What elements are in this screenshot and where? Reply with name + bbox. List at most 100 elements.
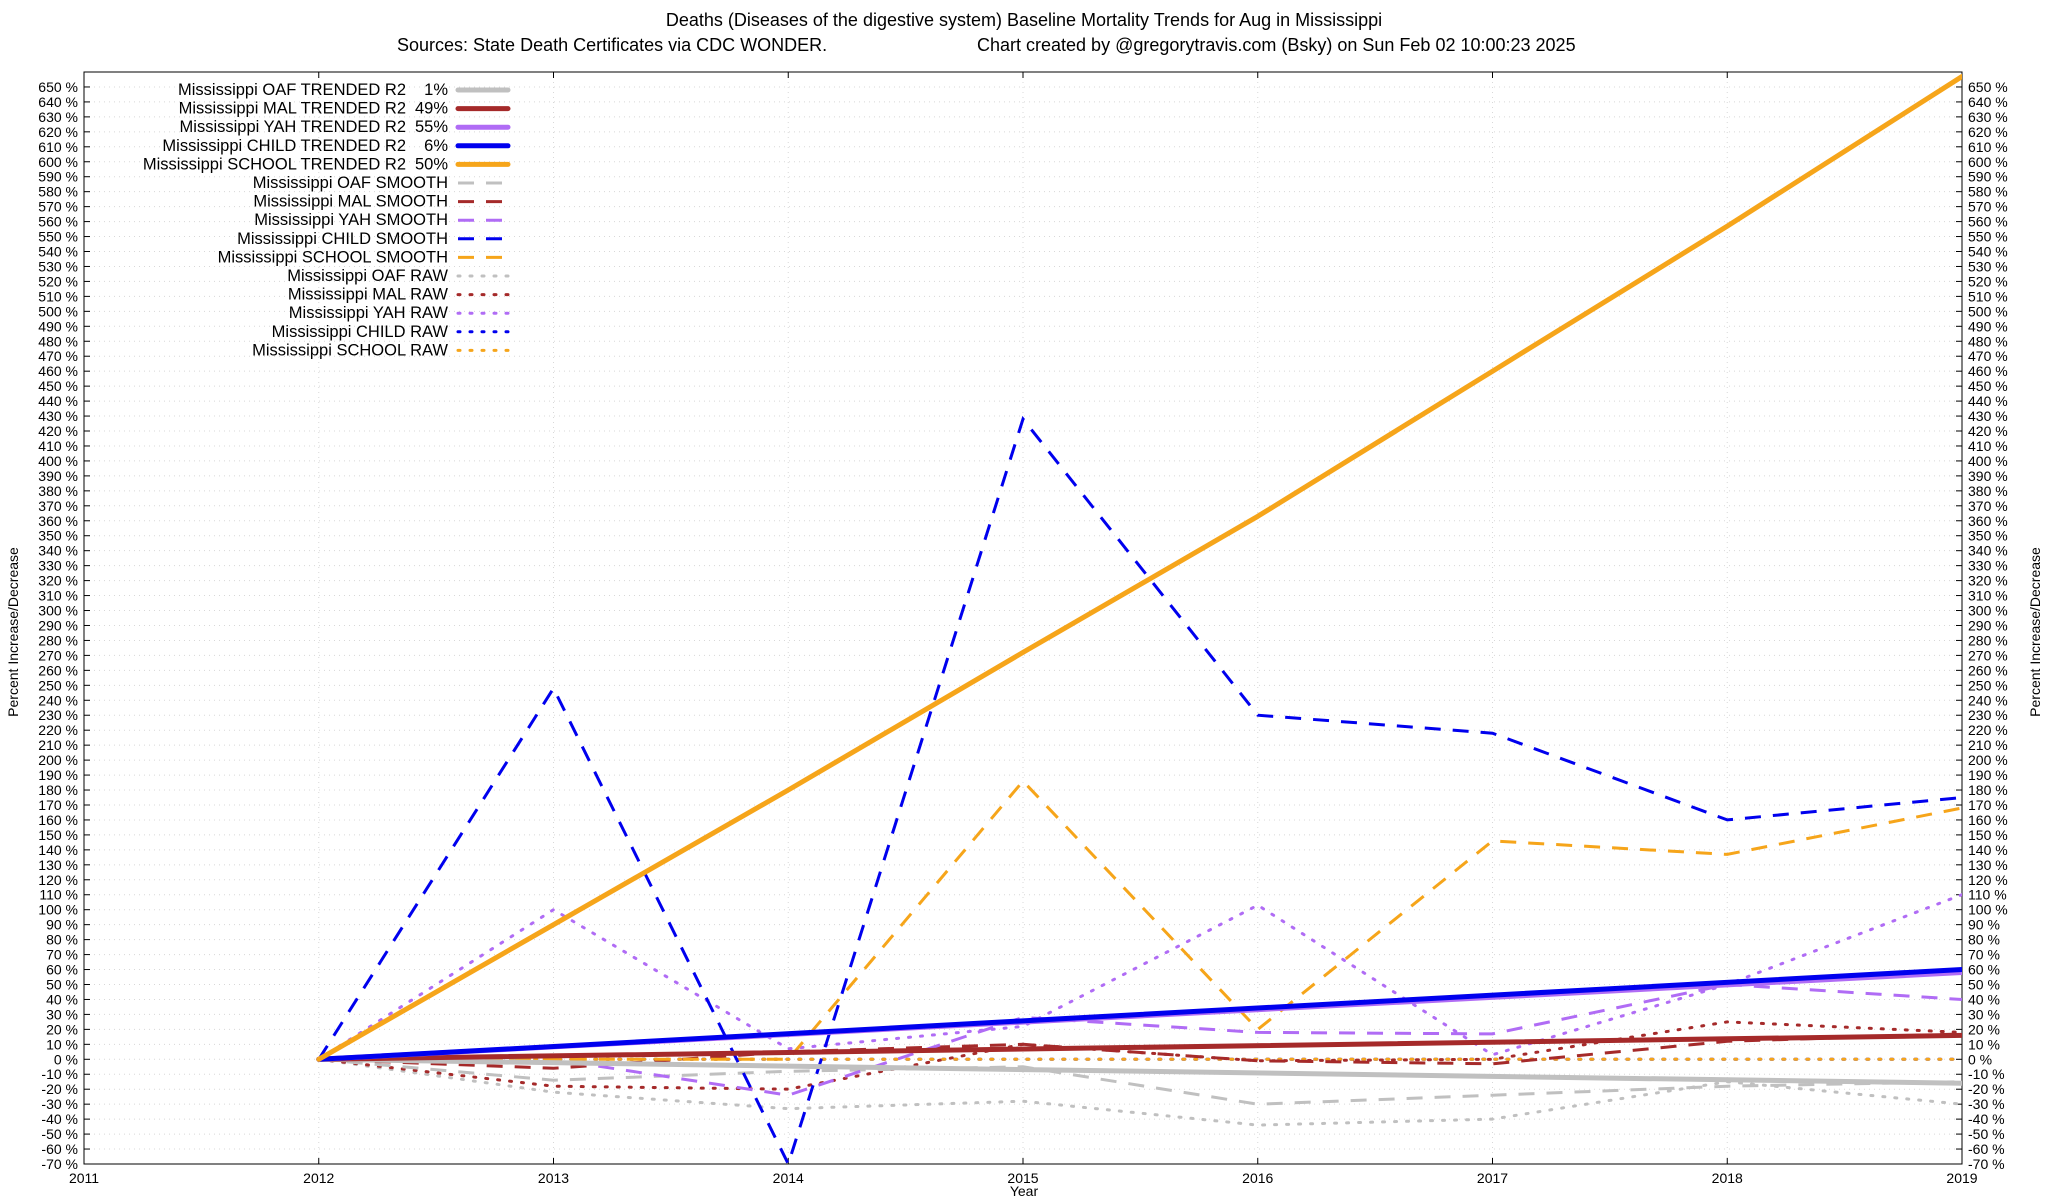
y-tick-label-left: 70 % bbox=[46, 947, 78, 963]
chart-credit-note: Chart created by @gregorytravis.com (Bsk… bbox=[977, 35, 1576, 55]
legend-entry-label: Mississippi SCHOOL RAW bbox=[252, 341, 448, 359]
legend-entry-label: Mississippi SCHOOL SMOOTH bbox=[218, 248, 448, 266]
x-tick-label: 2019 bbox=[1946, 1170, 1977, 1186]
y-tick-label-left: 60 % bbox=[46, 962, 78, 978]
y-tick-label-right: 650 % bbox=[1968, 79, 2008, 95]
y-tick-label-right: 330 % bbox=[1968, 558, 2008, 574]
legend-entry-label: Mississippi OAF RAW bbox=[287, 267, 448, 285]
y-tick-label-left: 590 % bbox=[38, 169, 78, 185]
series-line-mississippi-oaf-raw bbox=[317, 1057, 1962, 1127]
y-tick-label-left: 470 % bbox=[38, 348, 78, 364]
axes: 650 % 650 %640 % 640 %630 % 630 %620 % 620 %… bbox=[38, 71, 2008, 1186]
y-tick-label-left: 380 % bbox=[38, 483, 78, 499]
x-tick-label: 2016 bbox=[1242, 1170, 1273, 1186]
legend-entry-label: Mississippi MAL SMOOTH bbox=[253, 193, 448, 211]
y-tick-label-left: 360 % bbox=[38, 513, 78, 529]
y-tick-label-right: 600 % bbox=[1968, 154, 2008, 170]
y-tick-label-left: -50 % bbox=[41, 1126, 78, 1142]
y-tick-label-right: 340 % bbox=[1968, 543, 2008, 559]
y-tick-label-right: 380 % bbox=[1968, 483, 2008, 499]
x-tick-label: 2013 bbox=[538, 1170, 569, 1186]
y-tick-label-right: 360 % bbox=[1968, 513, 2008, 529]
y-tick-label-right: 420 % bbox=[1968, 423, 2008, 439]
legend-entry-r2: 49% bbox=[415, 100, 448, 118]
series-line-mississippi-child-trended-r2 bbox=[316, 967, 1962, 1062]
y-tick-label-left: 270 % bbox=[38, 647, 78, 663]
y-tick-label-left: 230 % bbox=[38, 707, 78, 723]
y-tick-label-right: 20 % bbox=[1968, 1021, 2000, 1037]
y-tick-label-right: 540 % bbox=[1968, 244, 2008, 260]
y-tick-label-left: 290 % bbox=[38, 617, 78, 633]
y-tick-label-right: 320 % bbox=[1968, 573, 2008, 589]
y-tick-label-left: 440 % bbox=[38, 393, 78, 409]
y-tick-label-right: -40 % bbox=[1968, 1111, 2005, 1127]
y-tick-label-right: -50 % bbox=[1968, 1126, 2005, 1142]
y-tick-label-left: 40 % bbox=[46, 991, 78, 1007]
y-tick-label-right: 560 % bbox=[1968, 214, 2008, 230]
y-tick-label-left: 320 % bbox=[38, 573, 78, 589]
y-tick-label-left: 0 % bbox=[54, 1051, 78, 1067]
y-tick-label-left: 610 % bbox=[38, 139, 78, 155]
y-tick-label-right: 30 % bbox=[1968, 1006, 2000, 1022]
y-tick-label-right: 250 % bbox=[1968, 677, 2008, 693]
y-tick-label-left: 50 % bbox=[46, 976, 78, 992]
y-tick-label-right: 200 % bbox=[1968, 752, 2008, 768]
series-line-mississippi-mal-trended-r2 bbox=[316, 1032, 1962, 1062]
y-tick-label-right: 410 % bbox=[1968, 438, 2008, 454]
y-tick-label-left: 550 % bbox=[38, 229, 78, 245]
y-tick-label-right: 490 % bbox=[1968, 318, 2008, 334]
y-tick-label-left: 640 % bbox=[38, 94, 78, 110]
y-tick-label-right: 370 % bbox=[1968, 498, 2008, 514]
legend-entry-r2: 50% bbox=[415, 155, 448, 173]
y-tick-label-left: 80 % bbox=[46, 932, 78, 948]
y-tick-label-right: 40 % bbox=[1968, 991, 2000, 1007]
y-tick-label-right: 550 % bbox=[1968, 229, 2008, 245]
y-tick-label-right: 100 % bbox=[1968, 902, 2008, 918]
x-tick-label: 2014 bbox=[773, 1170, 804, 1186]
y-tick-label-left: 370 % bbox=[38, 498, 78, 514]
y-tick-label-left: 90 % bbox=[46, 917, 78, 933]
y-tick-label-left: 500 % bbox=[38, 303, 78, 319]
y-tick-label-left: 130 % bbox=[38, 857, 78, 873]
y-tick-label-left: 310 % bbox=[38, 588, 78, 604]
y-tick-label-right: 460 % bbox=[1968, 363, 2008, 379]
y-tick-label-left: 280 % bbox=[38, 632, 78, 648]
y-tick-label-right: 270 % bbox=[1968, 647, 2008, 663]
y-tick-label-right: -60 % bbox=[1968, 1141, 2005, 1157]
y-tick-label-left: 20 % bbox=[46, 1021, 78, 1037]
y-tick-label-right: 470 % bbox=[1968, 348, 2008, 364]
y-tick-label-left: 160 % bbox=[38, 812, 78, 828]
legend-entry-label: Mississippi MAL RAW bbox=[288, 286, 449, 304]
y-tick-label-right: -30 % bbox=[1968, 1096, 2005, 1112]
y-tick-label-left: 420 % bbox=[38, 423, 78, 439]
y-tick-label-right: 150 % bbox=[1968, 827, 2008, 843]
y-tick-label-left: 250 % bbox=[38, 677, 78, 693]
y-tick-label-right: 630 % bbox=[1968, 109, 2008, 125]
y-tick-label-right: 450 % bbox=[1968, 378, 2008, 394]
y-tick-label-left: 330 % bbox=[38, 558, 78, 574]
y-tick-label-right: 480 % bbox=[1968, 333, 2008, 349]
legend: Mississippi OAF TRENDED R2 1% Mississippi … bbox=[143, 81, 511, 359]
y-tick-label-right: 50 % bbox=[1968, 976, 2000, 992]
series-line-mississippi-yah-raw bbox=[317, 893, 1962, 1061]
y-tick-label-right: 180 % bbox=[1968, 782, 2008, 798]
y-tick-label-left: 300 % bbox=[38, 603, 78, 619]
y-tick-label-left: 600 % bbox=[38, 154, 78, 170]
legend-entry-label: Mississippi CHILD TRENDED R2 bbox=[162, 137, 406, 155]
y-tick-label-right: 310 % bbox=[1968, 588, 2008, 604]
y-tick-label-right: -70 % bbox=[1968, 1156, 2005, 1172]
legend-entry-label: Mississippi OAF TRENDED R2 bbox=[178, 81, 406, 99]
y-tick-label-right: 520 % bbox=[1968, 273, 2008, 289]
y-tick-label-left: 510 % bbox=[38, 288, 78, 304]
y-tick-label-left: 350 % bbox=[38, 528, 78, 544]
y-tick-label-left: 220 % bbox=[38, 722, 78, 738]
y-tick-label-right: 290 % bbox=[1968, 617, 2008, 633]
y-tick-label-left: -10 % bbox=[41, 1066, 78, 1082]
y-tick-label-right: 170 % bbox=[1968, 797, 2008, 813]
y-tick-label-left: 520 % bbox=[38, 273, 78, 289]
legend-entry-label: Mississippi YAH TRENDED R2 bbox=[180, 118, 406, 136]
y-tick-label-left: 430 % bbox=[38, 408, 78, 424]
y-tick-label-left: 170 % bbox=[38, 797, 78, 813]
